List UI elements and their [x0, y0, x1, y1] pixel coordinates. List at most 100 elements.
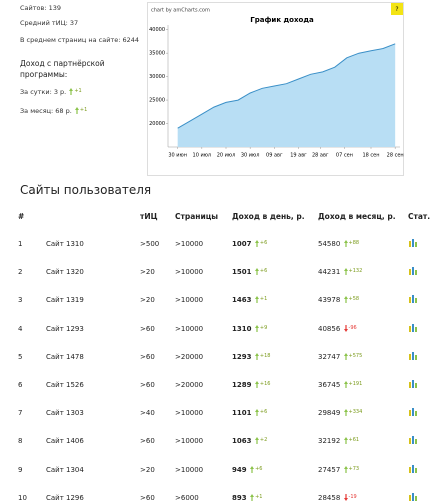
arrow-up — [74, 107, 79, 114]
arrow-up — [254, 324, 259, 332]
amount: 1293 — [232, 352, 252, 361]
chart-title: График дохода — [250, 16, 314, 24]
cell: 7 — [18, 409, 23, 418]
icon-bar — [409, 410, 411, 417]
change: +18 — [259, 352, 271, 359]
arrow-shape — [343, 493, 348, 501]
stat-icon[interactable] — [409, 464, 417, 473]
arrow-shape — [343, 352, 348, 360]
stat-day-change: +1 — [74, 88, 82, 94]
icon-bar — [412, 436, 414, 445]
stat-icon[interactable] — [409, 295, 417, 304]
money-cell: 1063 +2 — [232, 437, 267, 445]
amount: 28458 — [318, 493, 341, 502]
cell: >20 — [140, 465, 155, 474]
x-tick-label: 30 июл — [241, 153, 260, 159]
arrow-shape — [69, 88, 74, 95]
stat-month: За месяц: 68 р. +1 — [20, 107, 87, 115]
area-line — [177, 43, 396, 129]
stat-pages: В среднем страниц на сайте: 6244 — [20, 36, 140, 44]
money-cell: 1463 +1 — [232, 296, 267, 304]
x-tick-label: 09 авг — [266, 153, 283, 159]
money-cell: 40856 -96 — [318, 324, 357, 333]
amount: 1501 — [232, 268, 252, 277]
cell: 10 — [18, 493, 27, 502]
stat-icon[interactable] — [409, 408, 417, 417]
money-cell: 36745 +191 — [318, 381, 362, 389]
amount: 43978 — [318, 296, 341, 305]
stat-icon[interactable] — [409, 436, 417, 445]
icon-bar — [412, 295, 414, 304]
arrow-shape — [254, 240, 259, 247]
icon-bar — [409, 269, 411, 276]
money-cell: 29849 +334 — [318, 409, 362, 417]
cell: >20 — [140, 268, 155, 277]
stat-icon[interactable] — [409, 267, 417, 276]
arrow-shape — [250, 493, 255, 501]
arrow-up — [254, 268, 259, 276]
icon-bar — [409, 241, 411, 247]
icon-bar — [415, 411, 417, 417]
column-header: тИЦ — [140, 212, 158, 221]
x-tick-label: 18 сен — [362, 153, 379, 159]
help-button[interactable] — [391, 3, 403, 15]
arrow-shape — [254, 437, 259, 445]
arrow-shape — [250, 465, 255, 473]
money-cell: 54580 +88 — [318, 240, 359, 248]
arrow-shape — [254, 381, 259, 388]
stat-icon[interactable] — [409, 492, 417, 501]
cell: 2 — [18, 268, 23, 277]
arrow-shape — [343, 296, 348, 304]
arrow-up — [250, 465, 255, 473]
cell: Сайт 1526 — [46, 381, 84, 389]
icon-bar — [415, 326, 417, 332]
cell: 5 — [18, 352, 23, 361]
chart: chart by amCharts.com ? График дохода 20… — [147, 2, 404, 176]
y-tick-label: 40000 — [149, 27, 165, 33]
x-tick-label: 19 авг — [290, 153, 307, 159]
money-cell: 1101 +6 — [232, 409, 267, 417]
column-header: # — [18, 212, 25, 221]
amount: 1063 — [232, 437, 252, 446]
stat-sites: Сайтов: 139 — [20, 4, 62, 12]
icon-bar — [415, 270, 417, 276]
stat-icon[interactable] — [409, 380, 417, 388]
icon-bar — [409, 325, 411, 332]
cell: >500 — [140, 240, 160, 248]
change: +61 — [348, 437, 360, 444]
arrow-shape — [343, 437, 348, 445]
stat-partner: Доход с партнёрской программы: — [20, 59, 105, 79]
cell: >20 — [140, 296, 155, 305]
stat-icon[interactable] — [409, 239, 417, 247]
icon-bar — [409, 297, 411, 304]
change: +6 — [259, 240, 268, 246]
stat-icon[interactable] — [409, 323, 417, 332]
arrow-up — [250, 493, 255, 501]
cell: 6 — [18, 381, 23, 389]
arrow-shape — [254, 268, 259, 276]
icon-bar — [415, 467, 417, 473]
arrow-shape — [254, 409, 259, 417]
money-cell: 1293 +18 — [232, 352, 271, 361]
arrow-shape — [254, 296, 259, 304]
icon-bar — [409, 494, 411, 501]
change: +334 — [348, 409, 363, 416]
icon-bar — [409, 382, 411, 388]
icon-bar — [412, 351, 414, 360]
change: +6 — [259, 268, 268, 275]
cell: >20000 — [175, 352, 204, 361]
x-tick-label: 30 июн — [168, 153, 187, 159]
area-fill — [177, 43, 396, 147]
stat-day: За сутки: 3 р. +1 — [20, 88, 82, 96]
amount: 40856 — [318, 324, 341, 333]
stat-icon[interactable] — [409, 351, 417, 360]
cell: Сайт 1296 — [46, 493, 84, 502]
arrow-up — [254, 296, 259, 304]
arrow-shape — [74, 107, 79, 114]
chart-credit: chart by amCharts.com — [151, 8, 210, 14]
help-text[interactable]: ? — [395, 6, 398, 13]
stat-tic: Средний тИЦ: 37 — [20, 19, 79, 27]
arrow-up — [254, 352, 259, 360]
cell: 3 — [18, 296, 23, 305]
cell: >10000 — [175, 409, 204, 418]
